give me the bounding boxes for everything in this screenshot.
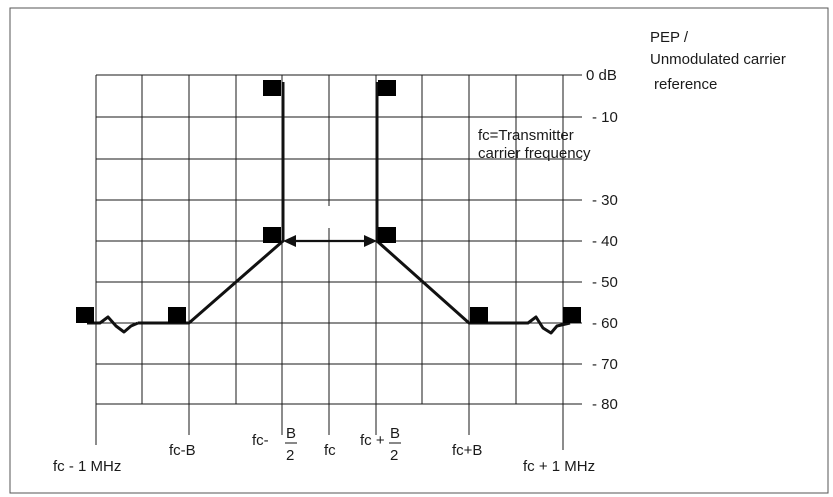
fraction-numerator: B: [286, 425, 296, 442]
carrier-note-line-1: fc=Transmitter: [478, 127, 574, 144]
mask-right-flank: [375, 82, 520, 325]
y-tick-label: - 50: [592, 274, 618, 291]
reference-label: PEP / Unmodulated carrier reference: [650, 29, 786, 93]
y-tick-label: - 30: [592, 192, 618, 209]
mask-outline: [87, 82, 571, 335]
mask-left-flank: [138, 82, 285, 325]
y-tick-label: - 10: [592, 109, 618, 126]
reference-line-3: reference: [654, 76, 717, 93]
wavy-left: [87, 315, 139, 334]
fraction-denominator: 2: [390, 447, 398, 464]
x-label-fc-plus-b: fc+B: [452, 442, 482, 459]
diagram-border: [9, 7, 829, 494]
y-tick-label: 0 dB: [586, 67, 617, 84]
marker-left-top: [263, 80, 281, 96]
marker-fc-minus-b: [168, 307, 186, 323]
bandwidth-arrow: [283, 235, 377, 247]
fraction-numerator: B: [390, 425, 400, 442]
x-label-fc-plus-half-b-prefix: fc +: [360, 432, 385, 449]
marker-right-40: [378, 227, 396, 243]
y-tick-label: - 40: [592, 233, 618, 250]
marker-left-outer: [76, 307, 94, 323]
x-label-fc-plus-1mhz: fc + 1 MHz: [523, 458, 595, 475]
y-tick-label: - 70: [592, 356, 618, 373]
marker-right-outer: [563, 307, 581, 323]
fraction-denominator: 2: [286, 447, 294, 464]
y-axis-labels: 0 dB - 10 - 30 - 40 - 50 - 60 - 70 - 80: [586, 67, 618, 413]
y-tick-label: - 80: [592, 396, 618, 413]
reference-line-1: PEP /: [650, 29, 689, 46]
x-axis-labels: fc - 1 MHz fc-B fc- B 2 fc fc + B 2 fc+B…: [53, 425, 595, 475]
wavy-right: [520, 315, 571, 335]
x-label-fc-minus-b: fc-B: [169, 442, 196, 459]
carrier-note-line-2: carrier frequency: [478, 145, 591, 162]
marker-fc-plus-b: [470, 307, 488, 323]
y-tick-label: - 60: [592, 315, 618, 332]
mask-corner-markers: [76, 80, 581, 323]
reference-line-2: Unmodulated carrier: [650, 51, 786, 68]
x-label-fc: fc: [324, 442, 336, 459]
x-label-fc-minus-1mhz: fc - 1 MHz: [53, 458, 121, 475]
x-label-fc-minus-half-b-prefix: fc-: [252, 432, 269, 449]
marker-right-top: [378, 80, 396, 96]
marker-left-40: [263, 227, 281, 243]
carrier-note: fc=Transmitter carrier frequency: [478, 127, 591, 162]
